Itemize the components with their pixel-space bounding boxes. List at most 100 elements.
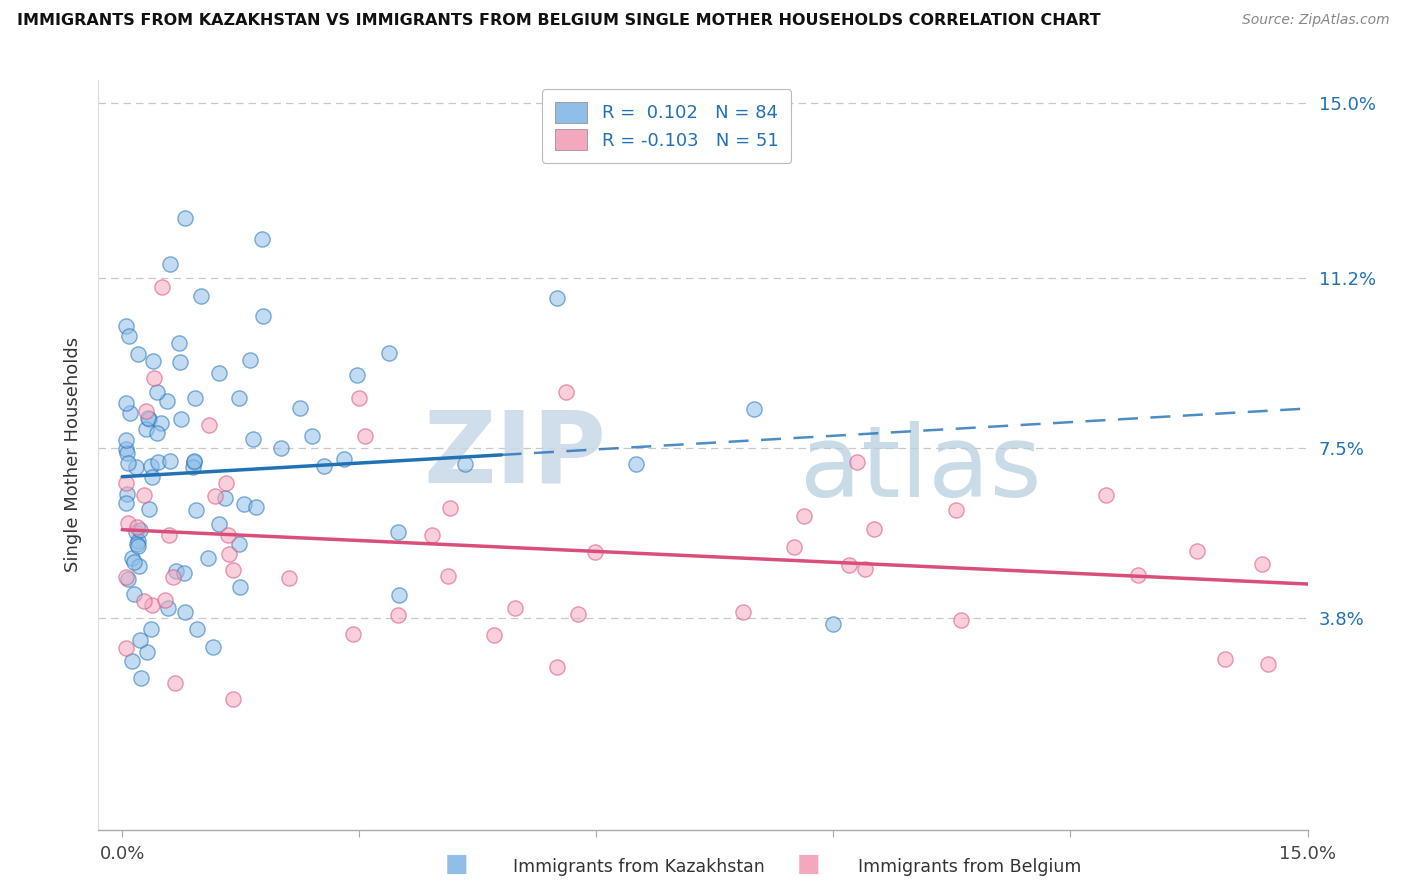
Point (159, 453, 181, 467)
Point (183, 454, 205, 468)
Point (505, 601, 527, 615)
Text: ■: ■ (446, 852, 468, 876)
Point (139, 458, 162, 473)
Point (132, 594, 155, 608)
Point (115, 396, 138, 410)
Point (567, 607, 589, 621)
Point (155, 592, 177, 607)
Text: Immigrants from Kazakhstan: Immigrants from Kazakhstan (513, 858, 765, 876)
Point (221, 563, 243, 577)
Point (183, 455, 205, 469)
Point (163, 675, 186, 690)
Point (1095, 488, 1118, 502)
Legend: R =  0.102   N = 84, R = -0.103   N = 51: R = 0.102 N = 84, R = -0.103 N = 51 (543, 89, 792, 162)
Point (301, 428, 323, 442)
Point (354, 428, 377, 442)
Point (823, 616, 845, 631)
Point (333, 451, 356, 466)
Point (387, 608, 409, 623)
Text: Source: ZipAtlas.com: Source: ZipAtlas.com (1241, 13, 1389, 28)
Point (239, 352, 262, 367)
Point (115, 640, 138, 655)
Point (222, 692, 245, 706)
Point (174, 211, 197, 226)
Point (115, 495, 138, 509)
Point (838, 558, 860, 572)
Point (117, 456, 139, 470)
Point (1215, 652, 1237, 666)
Point (853, 562, 876, 576)
Point (377, 346, 399, 360)
Point (242, 432, 264, 446)
Text: ■: ■ (797, 852, 820, 876)
Point (173, 606, 195, 620)
Text: atlas: atlas (800, 421, 1042, 518)
Text: IMMIGRANTS FROM KAZAKHSTAN VS IMMIGRANTS FROM BELGIUM SINGLE MOTHER HOUSEHOLDS C: IMMIGRANTS FROM KAZAKHSTAN VS IMMIGRANTS… (17, 13, 1101, 29)
Point (347, 391, 370, 405)
Point (190, 289, 212, 303)
Point (139, 622, 162, 636)
Point (159, 257, 181, 271)
Point (115, 487, 138, 501)
Point (127, 539, 149, 553)
Point (138, 502, 160, 516)
Point (1257, 657, 1279, 671)
Point (117, 573, 139, 587)
Point (388, 588, 411, 602)
Point (1126, 567, 1149, 582)
Text: ZIP: ZIP (423, 407, 606, 503)
Point (136, 645, 159, 659)
Point (1251, 557, 1274, 571)
Point (186, 622, 208, 636)
Point (945, 502, 967, 516)
Point (135, 404, 157, 418)
Point (232, 498, 254, 512)
Point (136, 410, 159, 425)
Point (115, 442, 138, 456)
Point (482, 628, 505, 642)
Point (142, 371, 165, 385)
Point (135, 422, 157, 436)
Point (245, 500, 267, 515)
Point (846, 455, 869, 469)
Point (141, 598, 163, 612)
Point (146, 425, 169, 440)
Point (162, 570, 184, 584)
Point (124, 524, 146, 539)
Point (173, 566, 195, 580)
Point (342, 627, 364, 641)
Point (128, 559, 150, 574)
Point (733, 605, 755, 619)
Point (129, 671, 152, 685)
Point (156, 394, 179, 409)
Point (346, 368, 368, 382)
Point (146, 384, 169, 399)
Point (184, 391, 207, 405)
Point (218, 548, 240, 562)
Point (121, 654, 143, 668)
Point (165, 565, 187, 579)
Point (312, 458, 335, 473)
Point (170, 412, 193, 426)
Point (624, 457, 647, 471)
Point (546, 291, 568, 305)
Point (124, 459, 146, 474)
Point (437, 569, 460, 583)
Point (128, 523, 150, 537)
Y-axis label: Single Mother Households: Single Mother Households (63, 337, 82, 573)
Point (115, 319, 138, 334)
Point (197, 550, 219, 565)
Point (142, 353, 165, 368)
Point (202, 640, 225, 654)
Point (583, 544, 606, 558)
Point (117, 516, 139, 531)
Point (115, 476, 138, 491)
Point (1187, 543, 1209, 558)
Point (181, 459, 204, 474)
Point (150, 416, 173, 430)
Point (420, 528, 443, 542)
Point (169, 355, 191, 369)
Point (167, 336, 190, 351)
Point (214, 491, 236, 505)
Point (439, 501, 461, 516)
